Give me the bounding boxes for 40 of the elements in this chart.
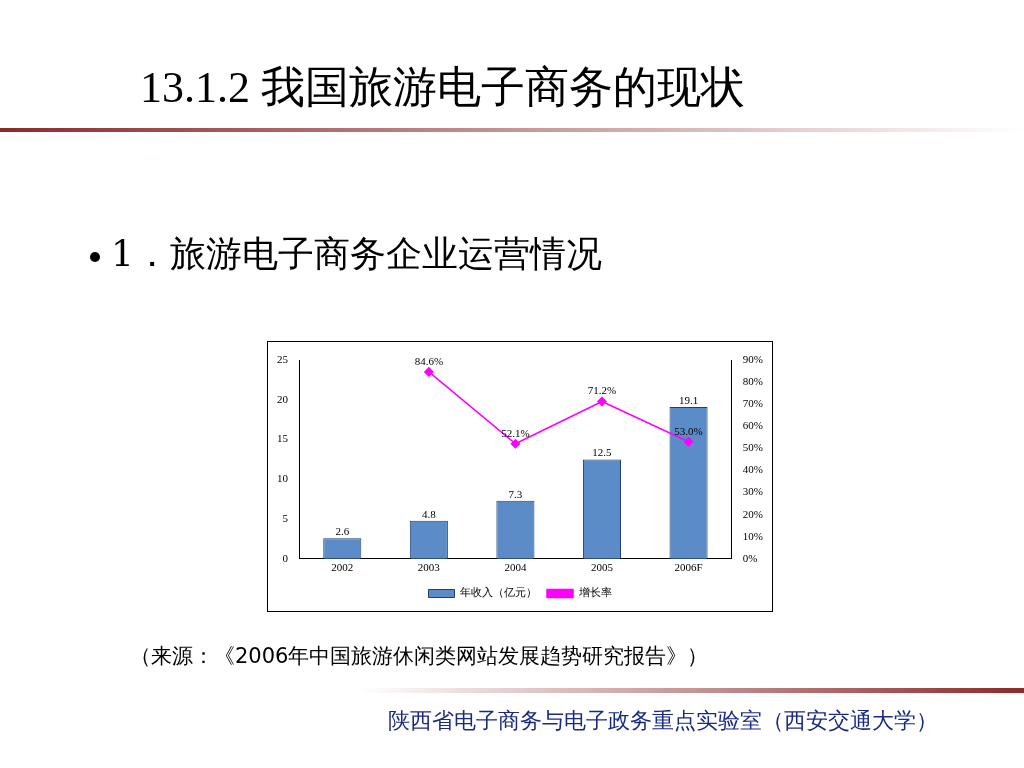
chart-subtitle: 1．旅游电子商务企业运营情况: [109, 232, 602, 276]
legend-label: 增长率: [577, 586, 612, 599]
y2-tick-label: 70%: [742, 397, 764, 410]
data-label: 19.1: [678, 393, 699, 406]
data-label: 52.1%: [501, 426, 530, 439]
legend-label: 年收入（亿元）: [460, 586, 537, 599]
y-tick-label: 0: [282, 551, 289, 564]
y-tick-label: 15: [277, 432, 289, 445]
y-tick-label: 10: [277, 472, 289, 485]
text: （来源：《2006年中国旅游休闲类网站发展趋势研究报告》）: [130, 643, 709, 670]
x-tick-label: 2004: [504, 561, 527, 574]
y2-tick-label: 30%: [742, 485, 764, 498]
chart-title: 13.1.2 我国旅游电子商务的现状: [140, 62, 745, 114]
point: [510, 438, 521, 449]
text: 陕西省电子商务与电子政务重点实验室（西安交通大学）: [388, 707, 938, 735]
y2-tick-label: 0%: [742, 551, 758, 564]
y2-tick-label: 20%: [742, 507, 764, 520]
point: [424, 367, 434, 377]
data-label: 12.5: [592, 446, 613, 459]
data-label: 84.6%: [414, 354, 444, 367]
data-label: 4.8: [421, 507, 437, 520]
x-tick-label: 2005: [590, 561, 614, 574]
x-tick-label: 2002: [331, 561, 354, 574]
y2-tick-label: 50%: [742, 441, 764, 454]
data-label: 53.0%: [674, 424, 703, 437]
y2-tick-label: 80%: [742, 374, 764, 387]
point: [683, 436, 694, 447]
y2-tick-label: 60%: [742, 419, 764, 432]
y-tick-label: 25: [277, 352, 289, 365]
data-label: 2.6: [335, 525, 350, 538]
x-tick-label: 2006F: [674, 561, 703, 574]
y-tick-label: 5: [282, 511, 289, 524]
x-tick-label: 2003: [417, 561, 441, 574]
y2-tick-label: 90%: [742, 352, 764, 365]
data-label: 7.3: [508, 487, 523, 500]
y2-tick-label: 10%: [742, 529, 764, 542]
point: [597, 396, 607, 407]
y2-tick-label: 40%: [742, 463, 764, 476]
y-tick-label: 20: [277, 392, 289, 405]
data-label: 71.2%: [587, 384, 617, 397]
